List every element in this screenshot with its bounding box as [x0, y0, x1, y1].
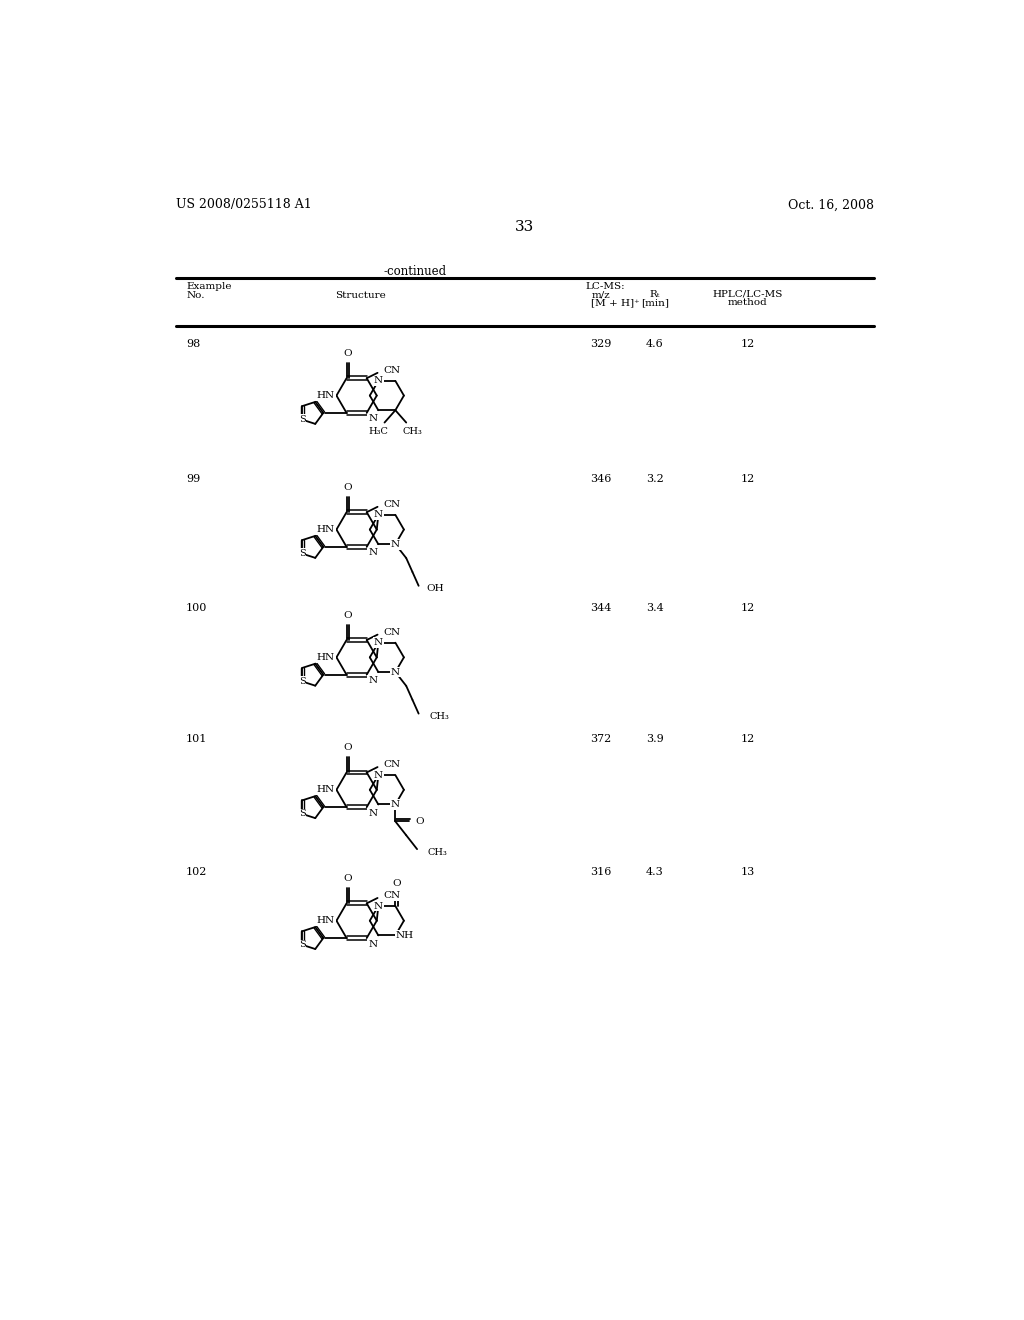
- Text: O: O: [343, 611, 352, 620]
- Text: LC-MS:: LC-MS:: [586, 281, 625, 290]
- Text: O: O: [343, 483, 352, 492]
- Text: No.: No.: [186, 290, 205, 300]
- Text: Example: Example: [186, 281, 231, 290]
- Text: -continued: -continued: [383, 264, 446, 277]
- Text: 102: 102: [186, 867, 208, 876]
- Text: OH: OH: [426, 585, 444, 594]
- Text: [min]: [min]: [641, 298, 669, 308]
- Text: N: N: [374, 511, 383, 519]
- Text: CN: CN: [384, 628, 400, 636]
- Text: N: N: [391, 668, 400, 677]
- Text: CH₃: CH₃: [428, 847, 447, 857]
- Text: HN: HN: [316, 391, 335, 400]
- Text: 12: 12: [741, 603, 755, 614]
- Text: CH₃: CH₃: [429, 713, 450, 721]
- Text: N: N: [369, 676, 378, 685]
- Text: N: N: [374, 771, 383, 780]
- Text: O: O: [343, 743, 352, 752]
- Text: O: O: [416, 817, 424, 826]
- Text: CH₃: CH₃: [402, 428, 422, 436]
- Text: S: S: [299, 549, 305, 558]
- Text: N: N: [391, 800, 400, 809]
- Text: US 2008/0255118 A1: US 2008/0255118 A1: [176, 198, 311, 211]
- Text: N: N: [369, 940, 378, 949]
- Text: m/z: m/z: [592, 290, 610, 300]
- Text: HN: HN: [316, 653, 335, 661]
- Text: N: N: [391, 540, 400, 549]
- Text: 98: 98: [186, 339, 201, 348]
- Text: method: method: [728, 298, 768, 306]
- Text: 4.6: 4.6: [646, 339, 664, 348]
- Text: O: O: [343, 350, 352, 358]
- Text: S: S: [299, 809, 305, 818]
- Text: [M + H]⁺: [M + H]⁺: [592, 298, 640, 308]
- Text: CN: CN: [384, 366, 400, 375]
- Text: CN: CN: [384, 500, 400, 510]
- Text: N: N: [369, 548, 378, 557]
- Text: HN: HN: [316, 525, 335, 535]
- Text: CN: CN: [384, 760, 400, 770]
- Text: Oct. 16, 2008: Oct. 16, 2008: [787, 198, 873, 211]
- Text: N: N: [374, 902, 383, 911]
- Text: 4.3: 4.3: [646, 867, 664, 876]
- Text: N: N: [369, 809, 378, 817]
- Text: 3.4: 3.4: [646, 603, 664, 614]
- Text: CN: CN: [384, 891, 400, 900]
- Text: 12: 12: [741, 474, 755, 484]
- Text: 99: 99: [186, 474, 201, 484]
- Text: 100: 100: [186, 603, 208, 614]
- Text: O: O: [392, 879, 400, 887]
- Text: 13: 13: [741, 867, 755, 876]
- Text: H₃C: H₃C: [369, 428, 388, 436]
- Text: 3.9: 3.9: [646, 734, 664, 744]
- Text: Structure: Structure: [335, 290, 386, 300]
- Text: O: O: [343, 874, 352, 883]
- Text: 329: 329: [590, 339, 611, 348]
- Text: 12: 12: [741, 339, 755, 348]
- Text: 33: 33: [515, 220, 535, 234]
- Text: N: N: [374, 638, 383, 647]
- Text: S: S: [299, 940, 305, 949]
- Text: HN: HN: [316, 916, 335, 925]
- Text: 316: 316: [590, 867, 611, 876]
- Text: NH: NH: [395, 931, 414, 940]
- Text: S: S: [299, 416, 305, 424]
- Text: HN: HN: [316, 785, 335, 795]
- Text: HPLC/LC-MS: HPLC/LC-MS: [713, 289, 783, 298]
- Text: 3.2: 3.2: [646, 474, 664, 484]
- Text: 101: 101: [186, 734, 208, 744]
- Text: Rₜ: Rₜ: [650, 290, 660, 300]
- Text: N: N: [374, 376, 383, 385]
- Text: N: N: [369, 414, 378, 424]
- Text: 346: 346: [590, 474, 611, 484]
- Text: 12: 12: [741, 734, 755, 744]
- Text: 344: 344: [590, 603, 611, 614]
- Text: 372: 372: [590, 734, 611, 744]
- Text: S: S: [299, 677, 305, 686]
